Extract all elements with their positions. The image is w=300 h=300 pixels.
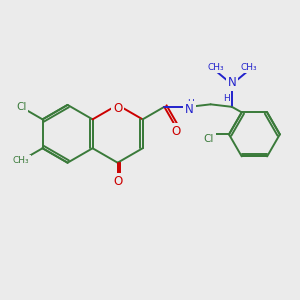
Text: O: O	[113, 175, 122, 188]
Text: CH₃: CH₃	[13, 156, 29, 165]
Text: O: O	[171, 125, 180, 138]
Text: CH₃: CH₃	[240, 63, 257, 72]
Text: Cl: Cl	[16, 102, 26, 112]
Text: N: N	[227, 76, 236, 89]
Text: H: H	[223, 94, 230, 103]
Text: H: H	[188, 99, 194, 108]
Text: CH₃: CH₃	[207, 63, 224, 72]
Text: O: O	[113, 102, 122, 115]
Text: Cl: Cl	[204, 134, 214, 144]
Text: N: N	[185, 103, 194, 116]
